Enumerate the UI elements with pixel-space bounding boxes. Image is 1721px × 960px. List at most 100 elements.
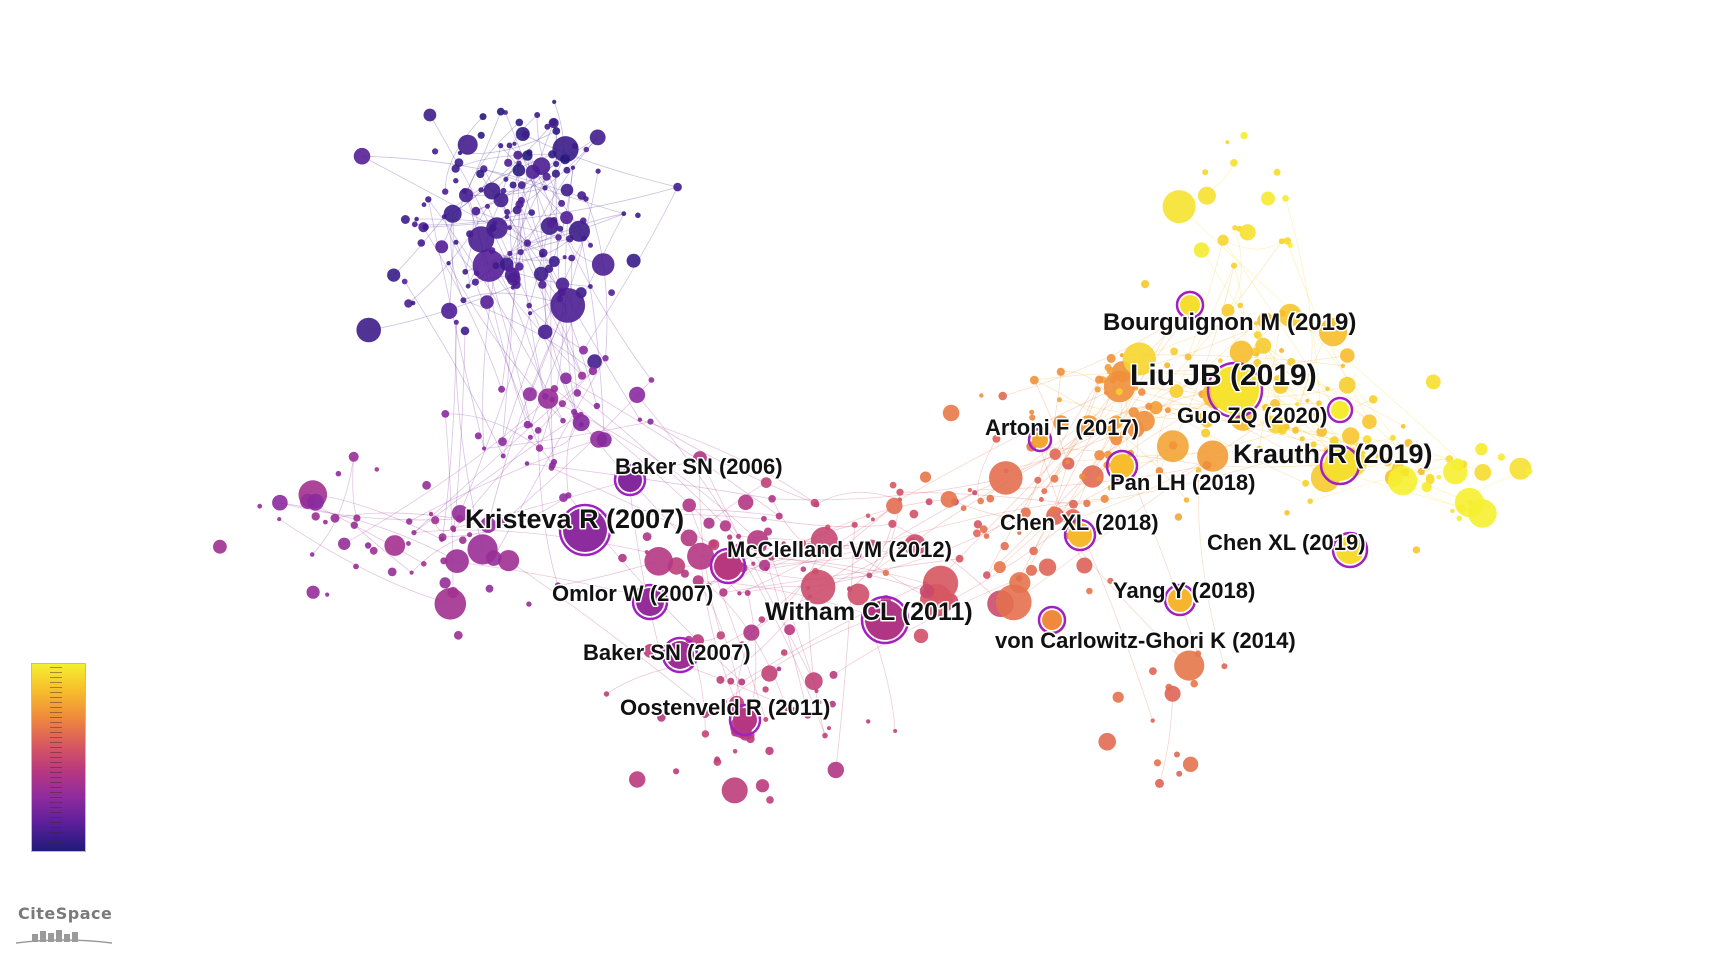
citation-node [457,150,463,156]
citation-node [1239,224,1256,241]
citation-node [483,182,501,200]
citation-node [1165,683,1173,691]
citation-link [1222,239,1364,454]
citation-node [791,706,799,715]
citation-link [1295,430,1327,452]
citation-link [1025,371,1062,513]
citation-node [513,150,523,160]
citation-node [1118,432,1124,438]
citation-link [565,377,780,517]
citation-node [1273,168,1281,176]
citation-node [528,423,533,428]
citation-link [766,541,913,570]
citation-node [986,494,995,503]
citation-node [1201,415,1213,428]
citation-node [727,677,735,685]
citation-node [827,726,831,731]
citation-node [428,511,434,517]
citation-node [1278,238,1285,245]
citation-node [1225,140,1230,145]
citation-node [400,215,410,224]
citation-node [822,732,828,739]
citation-node [642,532,652,541]
citation-node [1270,399,1280,409]
citation-node [411,530,417,536]
citation-node [435,240,449,254]
citation-node [919,471,932,483]
citation-node [714,756,720,763]
citation-node [776,666,782,672]
citation-node [1162,190,1196,224]
citation-node [442,188,449,195]
citation-link [427,199,564,421]
citation-node [744,590,751,596]
citation-link [487,305,569,526]
citation-node [499,518,506,526]
citation-node [559,493,568,502]
citation-node [889,481,897,489]
citation-node [522,387,537,402]
citation-link [1060,371,1107,393]
citation-node [546,219,556,228]
citation-node [439,577,451,589]
citation-link [408,206,488,304]
citation-node [1230,159,1238,167]
citation-link [763,518,893,528]
citation-node [460,326,470,336]
citation-node [1342,427,1360,445]
citation-node [560,372,572,385]
citation-node [353,514,361,522]
citation-link [593,513,764,520]
citation-node [729,695,745,712]
citation-node [593,402,601,410]
node-centrality-ring [1175,290,1205,320]
citation-node [629,386,646,403]
citation-node [441,302,458,319]
logo-base-icon [15,930,113,944]
citation-node [528,209,535,216]
citation-node [480,517,497,533]
citation-node [581,235,587,242]
citation-node [998,391,1007,401]
key-citation-node-artoni [1032,432,1048,448]
citation-link [482,265,497,449]
node-centrality-ring [1037,605,1067,635]
citation-node [485,584,494,593]
citation-link [650,421,815,504]
citation-node [1295,448,1303,456]
citation-node [721,777,748,804]
citation-node [504,209,511,215]
citation-node [829,700,836,708]
citation-node [800,569,836,605]
citation-node [1103,370,1136,403]
citation-link [579,231,605,440]
citation-node [445,549,469,573]
citation-node [1182,756,1199,772]
citation-node [439,536,445,542]
citation-node [471,278,479,286]
citation-node [551,169,561,178]
citation-node [784,624,795,636]
citation-node [1094,386,1101,393]
citation-node [888,519,897,529]
citation-node [587,354,602,369]
citation-link [502,238,585,442]
citation-node [517,249,524,256]
citation-node [1310,441,1317,448]
citation-node [701,730,710,738]
citation-node [525,164,541,179]
citation-node [1141,280,1150,289]
citation-node [1375,453,1383,461]
citation-node [1255,445,1263,453]
citation-node [472,249,505,282]
citation-link [1013,455,1213,603]
citation-link [413,370,594,533]
citation-node [1155,778,1164,788]
citation-node [453,239,459,245]
citation-link [771,556,928,592]
citation-node [687,542,715,570]
citation-node [387,567,397,577]
citation-link [808,512,1026,589]
citation-link [493,357,606,559]
